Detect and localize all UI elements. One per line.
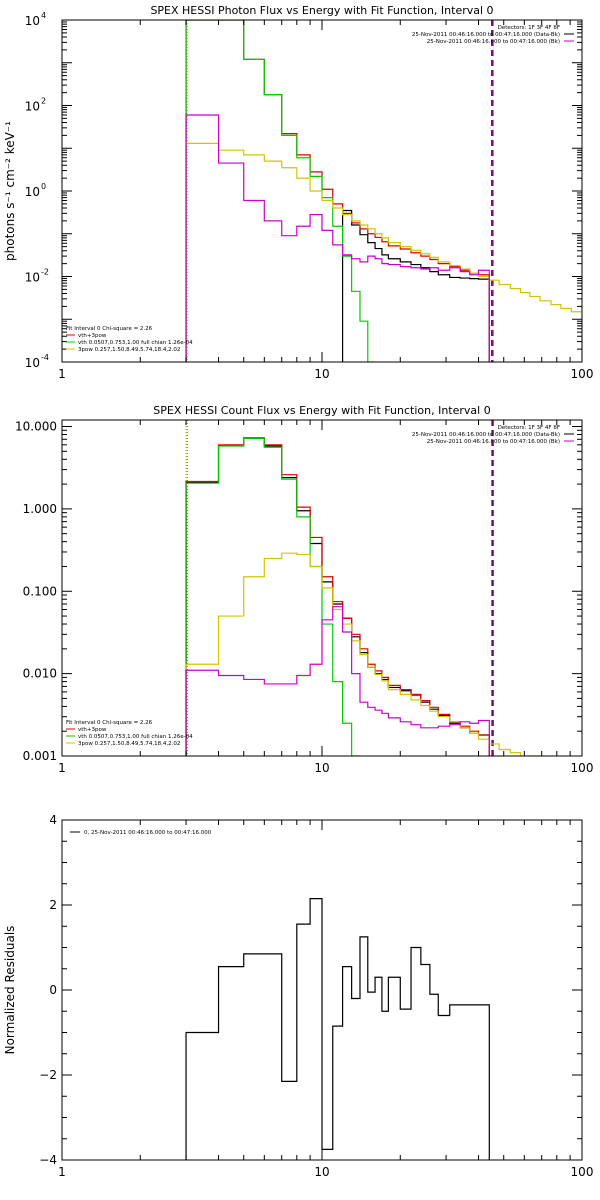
series-line-2	[185, 20, 376, 362]
legend-entry-text: vth 0.0507,0.753,1.00 full chian 1.26e-0…	[78, 340, 193, 346]
x-tick-label: 100	[571, 761, 594, 775]
x-tick-label: 10	[314, 1165, 329, 1179]
x-tick-label: 1	[58, 761, 66, 775]
x-tick-label: 100	[571, 1165, 594, 1179]
y-tick-label: 10	[25, 185, 40, 199]
y-tick-label: 10	[25, 100, 40, 114]
series-line-0	[341, 209, 490, 362]
y-tick-label: 10.000	[15, 420, 57, 434]
series-line-0	[185, 437, 490, 756]
series-line-4	[185, 606, 490, 756]
legend-entry-text: 0, 25-Nov-2011 00:46:16.000 to 00:47:16.…	[84, 830, 212, 836]
series-group	[185, 20, 582, 362]
chart-title: SPEX HESSI Photon Flux vs Energy with Fi…	[150, 4, 493, 17]
y-tick-label: 0.100	[23, 584, 57, 598]
series-line-1	[185, 20, 490, 362]
x-tick-label: 1	[58, 1165, 66, 1179]
series-group	[185, 898, 490, 1160]
photon-flux-panel: SPEX HESSI Photon Flux vs Energy with Fi…	[3, 4, 593, 381]
y-tick-label: −2	[39, 1068, 57, 1082]
chart-title: SPEX HESSI Count Flux vs Energy with Fit…	[153, 404, 490, 417]
y-tick-label: 0.010	[23, 667, 57, 681]
legend-entry-text: vth+3pow	[78, 333, 107, 339]
y-tick-exponent: -2	[41, 268, 49, 277]
x-tick-label: 10	[314, 367, 329, 381]
x-tick-label: 1	[58, 367, 66, 381]
series-line-4	[185, 114, 490, 362]
legend-entry-text: 3pow 0.257,1.50,8.49,5.74,18.4,2.02	[78, 347, 180, 353]
legend-entry-text: 3pow 0.257,1.50,8.49,5.74,18.4,2.02	[78, 741, 180, 747]
legend-entry-text: vth+3pow	[78, 727, 107, 733]
legend-top-right-text: Detectors: 1F 3F 4F 8F	[498, 425, 560, 431]
y-axis-label: Normalized Residuals	[3, 926, 17, 1055]
legend-top-right-text: 25-Nov-2011 00:46:16.000 to 00:47:16.000…	[427, 439, 560, 445]
y-tick-label: 2	[49, 898, 57, 912]
x-tick-label: 10	[314, 761, 329, 775]
y-tick-exponent: 0	[41, 182, 46, 191]
count-flux-panel: SPEX HESSI Count Flux vs Energy with Fit…	[15, 404, 593, 775]
y-tick-exponent: 4	[41, 11, 46, 20]
legend-fit-text: Fit Interval 0 Chi-square = 2.26	[66, 720, 153, 726]
legend-fit-text: Fit Interval 0 Chi-square = 2.26	[66, 326, 153, 332]
series-group	[185, 437, 541, 756]
y-tick-label: 0	[49, 983, 57, 997]
legend-entry-text: vth 0.0507,0.753,1.00 full chian 1.26e-0…	[78, 734, 193, 740]
y-axis-label: photons s⁻¹ cm⁻² keV⁻¹	[3, 121, 17, 261]
series-line-1	[185, 437, 490, 756]
y-tick-label: −4	[39, 1153, 57, 1167]
y-tick-label: 0.001	[23, 749, 57, 763]
y-tick-label: 10	[25, 356, 40, 370]
legend-top-right-text: 25-Nov-2011 00:46:16.000 to 00:47:16.000…	[412, 432, 560, 438]
legend-top-right-text: 25-Nov-2011 00:46:16.000 to 00:47:16.000…	[427, 39, 560, 45]
y-tick-label: 4	[49, 813, 57, 827]
legend-top-right-text: Detectors: 1F 3F 4F 8F	[498, 25, 560, 31]
series-line-3	[185, 552, 541, 756]
y-tick-exponent: 2	[41, 97, 46, 106]
x-tick-label: 100	[571, 367, 594, 381]
legend-top-right-text: 25-Nov-2011 00:46:16.000 to 00:47:16.000…	[412, 32, 560, 38]
series-line-2	[185, 437, 360, 756]
y-tick-label: 1.000	[23, 502, 57, 516]
series-line-0	[185, 898, 490, 1160]
y-tick-exponent: -4	[41, 353, 49, 362]
residuals-panel: 1 10 100 −4 −2 0 2 4 Normalized Residuals 0, 25-N…	[3, 813, 593, 1179]
y-tick-label: 10	[25, 271, 40, 285]
y-tick-label: 10	[25, 14, 40, 28]
series-line-3	[185, 142, 582, 362]
